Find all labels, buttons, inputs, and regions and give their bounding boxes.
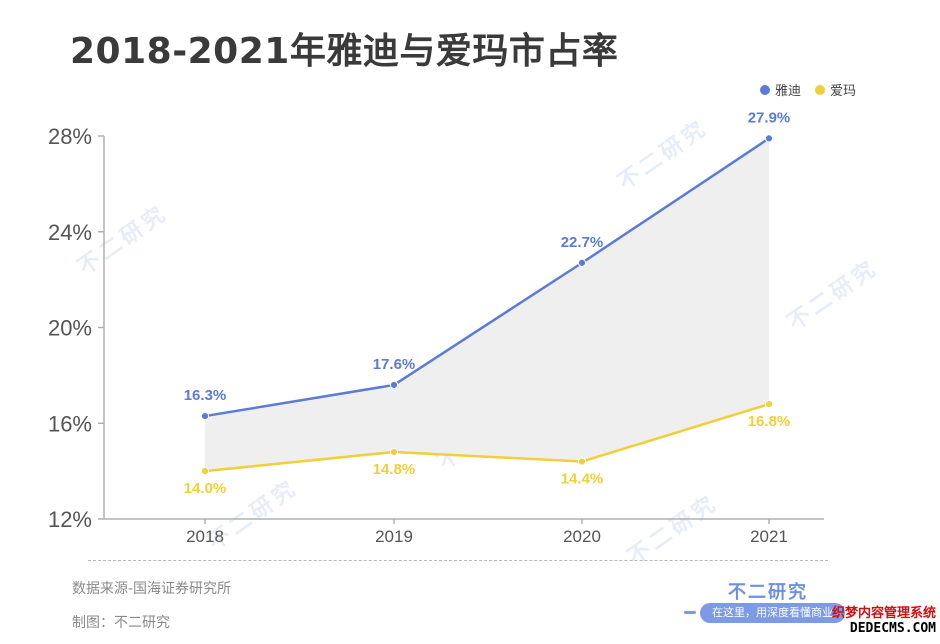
data-label-yadi: 16.3% bbox=[184, 387, 227, 404]
data-label-aima: 14.8% bbox=[373, 461, 416, 478]
series-gap-band bbox=[205, 138, 769, 472]
x-tick-label: 2020 bbox=[563, 527, 601, 546]
site-stamp: 织梦内容管理系统 DEDECMS.COM bbox=[826, 606, 936, 640]
brand-tagline: 在这里，用深度看懂商业 bbox=[700, 603, 845, 623]
data-label-yadi: 22.7% bbox=[561, 234, 604, 251]
chart-maker-note: 制图：不二研究 bbox=[72, 615, 170, 631]
y-tick-label: 28% bbox=[48, 124, 92, 149]
data-label-yadi: 17.6% bbox=[373, 356, 416, 373]
data-point-aima bbox=[200, 467, 210, 476]
series-line-aima bbox=[204, 402, 770, 473]
y-tick-label: 20% bbox=[48, 316, 92, 341]
y-tick-label: 16% bbox=[48, 411, 92, 436]
brand-dash bbox=[684, 611, 696, 614]
legend-dot-aima bbox=[814, 84, 825, 95]
stamp-line2: DEDECMS.COM bbox=[849, 621, 936, 636]
series-line-yadi bbox=[204, 137, 770, 418]
data-point-yadi bbox=[764, 134, 774, 143]
data-source-note: 数据来源-国海证券研究所 bbox=[72, 581, 232, 597]
legend-label-aima: 爱玛 bbox=[829, 84, 856, 99]
x-tick-label: 2019 bbox=[375, 527, 413, 546]
data-label-aima: 16.8% bbox=[748, 413, 791, 430]
legend-label-yadi: 雅迪 bbox=[774, 84, 801, 99]
data-label-aima: 14.0% bbox=[184, 480, 227, 497]
legend-item-aima[interactable]: 爱玛 bbox=[814, 80, 856, 99]
x-tick-label: 2021 bbox=[750, 527, 788, 546]
y-tick-label: 24% bbox=[48, 220, 92, 245]
legend-dot-yadi bbox=[759, 84, 770, 95]
y-tick-label: 12% bbox=[48, 507, 92, 532]
data-label-yadi: 27.9% bbox=[748, 109, 791, 126]
data-point-aima bbox=[389, 447, 399, 457]
data-point-aima bbox=[577, 457, 587, 466]
data-point-yadi bbox=[389, 380, 399, 390]
data-point-yadi bbox=[200, 411, 210, 421]
data-point-yadi bbox=[577, 258, 587, 267]
legend-item-yadi[interactable]: 雅迪 bbox=[759, 80, 801, 99]
x-tick-label: 2018 bbox=[186, 527, 224, 546]
footer-divider bbox=[88, 560, 828, 561]
chart-title: 2018-2021年雅迪与爱玛市占率 bbox=[70, 31, 619, 72]
data-label-aima: 14.4% bbox=[561, 471, 604, 488]
brand-logo: 不二研究 bbox=[728, 582, 808, 603]
legend: 雅迪 爱玛 bbox=[759, 80, 856, 99]
data-point-aima bbox=[764, 400, 774, 409]
stamp-line1: 织梦内容管理系统 bbox=[831, 606, 936, 621]
